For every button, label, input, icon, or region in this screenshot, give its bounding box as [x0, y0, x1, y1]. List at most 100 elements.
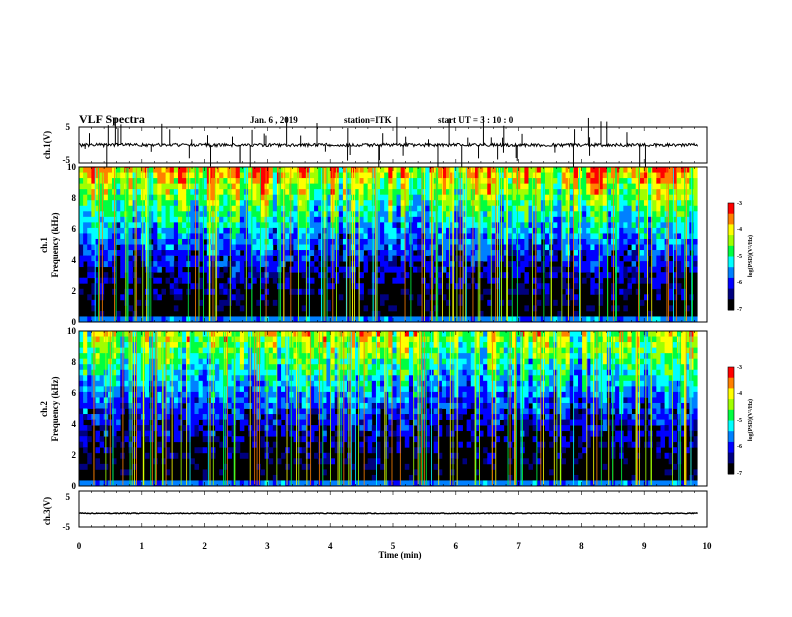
- spectrogram-cell: [199, 353, 204, 359]
- spectrogram-cell: [79, 397, 84, 403]
- spectrogram-cell: [157, 178, 162, 184]
- spectrogram-cell: [223, 245, 228, 251]
- spectrogram-cell: [215, 250, 220, 256]
- spectrogram-cell: [566, 189, 571, 195]
- spectrogram-cell: [359, 289, 364, 295]
- spectrogram-cell: [170, 178, 175, 184]
- spectrogram-cell: [627, 289, 632, 295]
- spectrogram-cell: [632, 217, 637, 223]
- spectrogram-cell: [376, 178, 381, 184]
- spectrogram-cell: [574, 278, 579, 284]
- spectrogram-cell: [215, 414, 220, 420]
- spectrogram-cell: [512, 189, 517, 195]
- spectrogram-cell: [170, 283, 175, 289]
- ch1-colorbar-tick-m5: -5: [737, 254, 742, 260]
- spectrogram-cell: [669, 305, 674, 311]
- spectrogram-cell: [693, 245, 698, 251]
- spectrogram-cell: [108, 228, 113, 234]
- spectrogram-cell: [178, 228, 183, 234]
- spectrogram-cell: [302, 431, 307, 437]
- spectrogram-cell: [116, 250, 121, 256]
- spectrogram-cell: [137, 414, 142, 420]
- spectrogram-cell: [100, 294, 105, 300]
- spectrogram-cell: [438, 178, 443, 184]
- spectrogram-cell: [260, 233, 265, 239]
- spectrogram-cell: [475, 200, 480, 206]
- spectrogram-cell: [153, 184, 158, 190]
- spectrogram-cell: [590, 305, 595, 311]
- spectrogram-cell: [574, 200, 579, 206]
- spectrogram-cell: [277, 353, 282, 359]
- spectrogram-cell: [413, 200, 418, 206]
- spectrogram-cell: [219, 195, 224, 201]
- spectrogram-cell: [677, 267, 682, 273]
- spectrogram-cell: [458, 195, 463, 201]
- spectrogram-cell: [120, 250, 125, 256]
- spectrogram-cell: [446, 184, 451, 190]
- spectrogram-cell: [83, 195, 88, 201]
- spectrogram-cell: [594, 167, 599, 173]
- spectrogram-cell: [281, 283, 286, 289]
- spectrogram-cell: [190, 381, 195, 387]
- spectrogram-cell: [537, 217, 542, 223]
- spectrogram-cell: [285, 464, 290, 470]
- spectrogram-cell: [627, 239, 632, 245]
- spectrogram-cell: [87, 195, 92, 201]
- spectrogram-cell: [227, 420, 232, 426]
- spectrogram-cell: [269, 331, 274, 337]
- spectrogram-cell: [359, 189, 364, 195]
- spectrogram-cell: [339, 211, 344, 217]
- spectrogram-cell: [100, 211, 105, 217]
- spectrogram-cell: [227, 239, 232, 245]
- spectrogram-cell: [364, 222, 369, 228]
- spectrogram-cell: [149, 397, 154, 403]
- spectrogram-cell: [397, 173, 402, 179]
- spectrogram-cell: [174, 200, 179, 206]
- spectrogram-cell: [227, 364, 232, 370]
- spectrogram-cell: [590, 211, 595, 217]
- spectrogram-cell: [120, 222, 125, 228]
- spectrogram-cell: [182, 173, 187, 179]
- spectrogram-cell: [512, 233, 517, 239]
- spectrogram-cell: [124, 364, 129, 370]
- spectrogram-cell: [364, 195, 369, 201]
- spectrogram-cell: [318, 222, 323, 228]
- spectrogram-cell: [83, 392, 88, 398]
- spectrogram-cell: [594, 189, 599, 195]
- spectrogram-cell: [425, 250, 430, 256]
- spectrogram-cell: [240, 184, 245, 190]
- spectrogram-cell: [388, 228, 393, 234]
- spectrogram-cell: [240, 409, 245, 415]
- spectrogram-cell: [520, 256, 525, 262]
- spectrogram-cell: [277, 397, 282, 403]
- spectrogram-cell: [380, 184, 385, 190]
- spectrogram-cell: [524, 206, 529, 212]
- spectrogram-cell: [623, 167, 628, 173]
- spectrogram-cell: [640, 195, 645, 201]
- spectrogram-cell: [227, 397, 232, 403]
- spectrogram-cell: [207, 359, 212, 365]
- spectrogram-cell: [619, 261, 624, 267]
- spectrogram-cell: [227, 300, 232, 306]
- spectrogram-cell: [335, 331, 340, 337]
- spectrogram-cell: [508, 189, 513, 195]
- spectrogram-cell: [302, 409, 307, 415]
- spectrogram-cell: [215, 189, 220, 195]
- spectrogram-cell: [392, 200, 397, 206]
- spectrogram-cell: [178, 397, 183, 403]
- spectrogram-cell: [227, 278, 232, 284]
- spectrogram-cell: [302, 167, 307, 173]
- spectrogram-cell: [475, 178, 480, 184]
- spectrogram-cell: [227, 195, 232, 201]
- spectrogram-cell: [351, 217, 356, 223]
- spectrogram-cell: [627, 211, 632, 217]
- spectrogram-cell: [413, 184, 418, 190]
- spectrogram-cell: [182, 256, 187, 262]
- spectrogram-cell: [500, 167, 505, 173]
- spectrogram-cell: [388, 267, 393, 273]
- spectrogram-cell: [508, 184, 513, 190]
- spectrogram-cell: [120, 200, 125, 206]
- spectrogram-cell: [298, 337, 303, 343]
- spectrogram-cell: [590, 283, 595, 289]
- spectrogram-cell: [190, 348, 195, 354]
